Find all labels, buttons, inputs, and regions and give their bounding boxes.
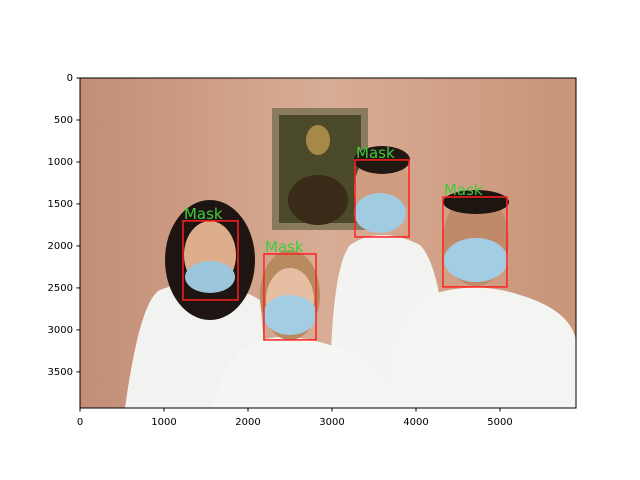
- x-tick-label: 4000: [403, 417, 428, 428]
- y-tick-label: 3000: [48, 325, 73, 336]
- x-tick-label: 1000: [151, 417, 176, 428]
- x-tick-label: 0: [77, 417, 83, 428]
- bounding-box: [182, 220, 239, 301]
- y-tick-label: 3500: [48, 367, 73, 378]
- box-label: Mask: [265, 238, 304, 256]
- bounding-box: [263, 253, 317, 341]
- photo: [80, 78, 576, 408]
- y-tick-label: 0: [67, 73, 73, 84]
- bounding-box: [442, 196, 508, 288]
- y-tick-label: 1500: [48, 199, 73, 210]
- x-tick-label: 2000: [235, 417, 260, 428]
- axes-frame: [79, 77, 577, 409]
- y-tick-label: 2000: [48, 241, 73, 252]
- y-tick-label: 2500: [48, 283, 73, 294]
- y-tick-label: 1000: [48, 157, 73, 168]
- box-label: Mask: [184, 205, 223, 223]
- bounding-box: [354, 159, 410, 238]
- y-tick-label: 500: [54, 115, 73, 126]
- box-label: Mask: [444, 181, 483, 199]
- x-tick-label: 3000: [319, 417, 344, 428]
- x-tick-label: 5000: [487, 417, 512, 428]
- box-label: Mask: [356, 144, 395, 162]
